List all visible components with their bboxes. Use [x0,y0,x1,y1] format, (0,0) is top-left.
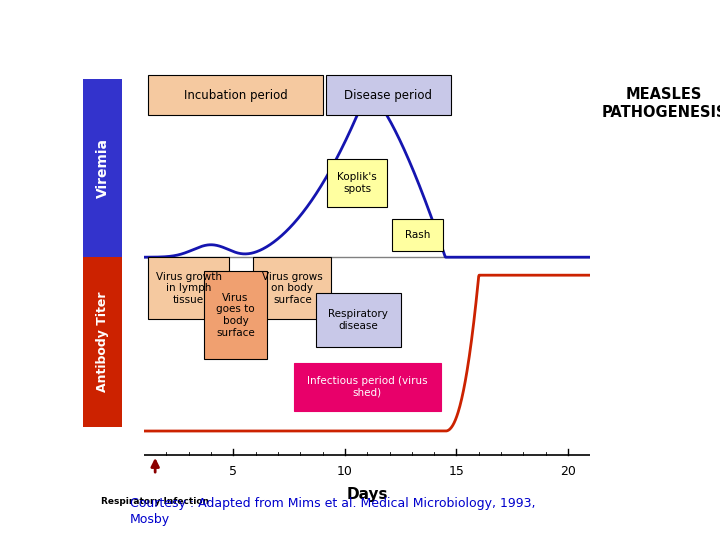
Text: Respiratory
disease: Respiratory disease [328,309,388,331]
Bar [148,76,323,116]
Text: Virus grows
on body
surface: Virus grows on body surface [262,272,323,305]
Bar [294,363,441,411]
Text: Incubation period: Incubation period [184,89,287,102]
Text: 20: 20 [560,465,576,478]
Bar [326,76,451,116]
Text: Rash: Rash [405,230,430,240]
Bar [148,257,229,319]
Text: Mosby: Mosby [130,514,170,526]
Text: Days: Days [346,487,388,502]
Text: Koplik's
spots: Koplik's spots [337,172,377,194]
Text: Infectious period (virus
shed): Infectious period (virus shed) [307,376,428,398]
Bar [327,159,387,207]
Text: Courtesy : Adapted from Mims et al. Medical Microbiology, 1993,: Courtesy : Adapted from Mims et al. Medi… [130,497,535,510]
Bar [204,271,267,359]
Text: Disease period: Disease period [344,89,433,102]
Text: Virus growth
in lymph
tissue: Virus growth in lymph tissue [156,272,222,305]
Text: 15: 15 [449,465,464,478]
Text: Antibody Titer: Antibody Titer [96,292,109,393]
Bar [392,219,443,251]
Text: Virus
goes to
body
surface: Virus goes to body surface [216,293,255,338]
Bar [316,293,401,347]
Text: 5: 5 [229,465,238,478]
Bar [253,257,331,319]
Text: 10: 10 [337,465,353,478]
Text: Respiratory Infection: Respiratory Infection [101,497,209,506]
Text: MEASLES
PATHOGENESIS: MEASLES PATHOGENESIS [602,87,720,120]
Text: Viremia: Viremia [96,138,109,198]
